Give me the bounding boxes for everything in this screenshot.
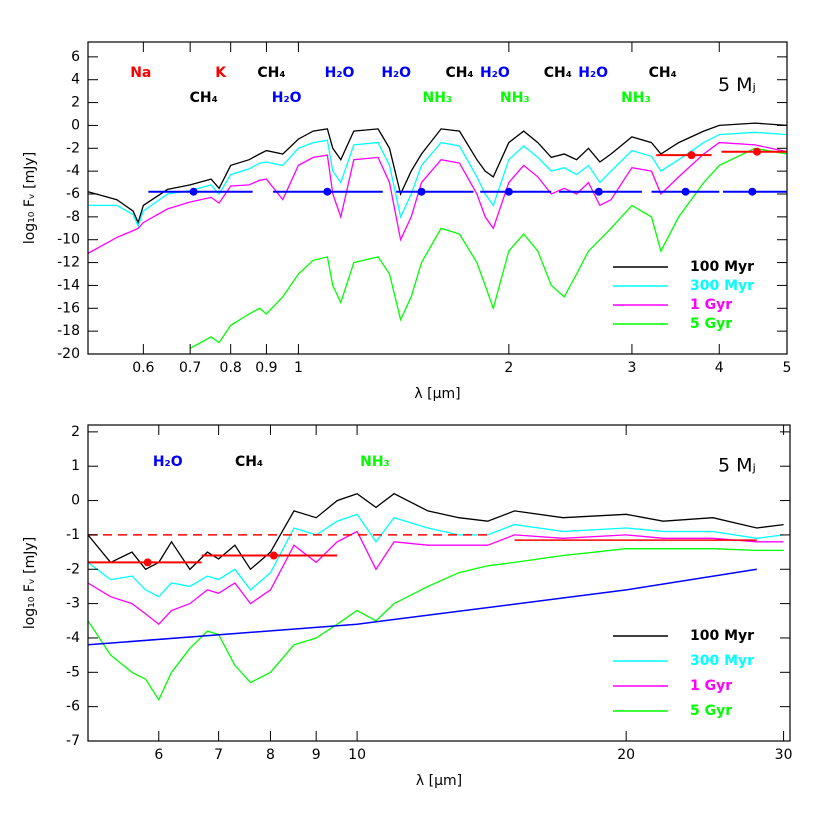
y-tick-label: 2 [71,95,80,111]
x-tick-label: 0.8 [220,360,242,376]
y-tick-label: -6 [66,699,80,715]
x-tick-label: 0.6 [132,360,154,376]
x-tick-label: 6 [154,747,163,763]
x-tick-label: 0.9 [255,360,277,376]
y-tick-label: -16 [57,300,80,316]
photometry-point [417,187,426,196]
series-line [88,530,784,626]
y-tick-label: -8 [66,209,80,225]
y-tick-label: 6 [71,49,80,65]
x-tick-label: 8 [266,747,275,763]
annotation: CH₄ [190,90,218,106]
annotation: H₂O [480,65,510,81]
annotation: CH₄ [445,65,473,81]
plot-frame [87,424,791,742]
overlay-line [88,568,757,646]
legend-label: 300 Myr [690,653,754,669]
x-tick-label: 0.7 [179,360,201,376]
y-tick-label: -14 [57,277,80,293]
y-tick-label: -4 [66,163,80,179]
y-tick-label: 1 [71,458,80,474]
plot-area [88,122,787,349]
series-line [88,122,787,225]
y-axis-label: log₁₀ Fᵥ [mJy] [22,152,38,244]
y-tick-label: -12 [57,255,80,271]
plot-frame [87,41,788,355]
series-line [88,513,784,598]
annotation: 5 Mⱼ [718,74,756,96]
annotation: NH₃ [500,90,530,106]
y-tick-label: -6 [66,186,80,202]
x-tick-label: 7 [214,747,223,763]
series-line [88,141,787,254]
y-tick-label: -4 [66,630,80,646]
photometry-point [687,151,696,160]
annotation: H₂O [578,65,608,81]
y-tick-label: -2 [66,140,80,156]
photometry-point [323,187,332,196]
plot-area [88,492,784,702]
y-tick-label: 0 [71,117,80,133]
photometry-point [748,187,757,196]
photometry-point [753,147,762,156]
y-tick-label: -10 [57,232,80,248]
photometry-point [269,551,278,560]
photometry-point [143,558,152,567]
y-tick-label: 2 [71,424,80,440]
legend-label: 5 Gyr [690,703,732,719]
annotation: 5 Mⱼ [718,455,756,477]
y-tick-label: -7 [66,733,80,749]
annotation: CH₄ [544,65,572,81]
legend-label: 5 Gyr [690,316,732,332]
y-tick-label: -20 [57,346,80,362]
x-tick-label: 20 [617,747,635,763]
legend-label: 1 Gyr [690,678,732,694]
x-axis-label: λ [μm] [414,386,460,402]
y-tick-label: -2 [66,561,80,577]
series-line [88,548,784,702]
annotation: NH₃ [422,90,452,106]
x-tick-label: 4 [715,360,724,376]
y-tick-label: -18 [57,323,80,339]
annotation: H₂O [272,90,302,106]
x-axis-label: λ [μm] [416,773,462,789]
photometry-point [504,187,513,196]
y-tick-label: -5 [66,664,80,680]
annotation: CH₄ [257,65,285,81]
x-tick-label: 3 [627,360,636,376]
y-tick-label: -1 [66,527,80,543]
x-tick-label: 2 [504,360,513,376]
x-tick-label: 30 [775,747,793,763]
annotation: H₂O [325,65,355,81]
annotation: K [215,65,227,81]
y-tick-label: 0 [71,493,80,509]
y-axis-label: log₁₀ Fᵥ [mJy] [22,537,38,629]
legend-label: 100 Myr [690,259,754,275]
annotation: NH₃ [360,454,390,470]
x-tick-label: 5 [783,360,792,376]
y-tick-label: -3 [66,596,80,612]
y-tick-label: 4 [71,72,80,88]
series-line [88,492,784,571]
annotation: H₂O [153,454,183,470]
photometry-point [681,187,690,196]
annotation: Na [130,65,151,81]
x-tick-label: 10 [348,747,366,763]
annotation: NH₃ [621,90,651,106]
series-line [189,147,787,349]
x-tick-label: 1 [294,360,303,376]
legend-label: 100 Myr [690,628,754,644]
annotation: H₂O [381,65,411,81]
photometry-point [189,187,198,196]
legend-label: 1 Gyr [690,297,732,313]
legend-label: 300 Myr [690,278,754,294]
x-tick-label: 9 [312,747,321,763]
annotation: CH₄ [649,65,677,81]
photometry-point [594,187,603,196]
annotation: CH₄ [235,454,263,470]
